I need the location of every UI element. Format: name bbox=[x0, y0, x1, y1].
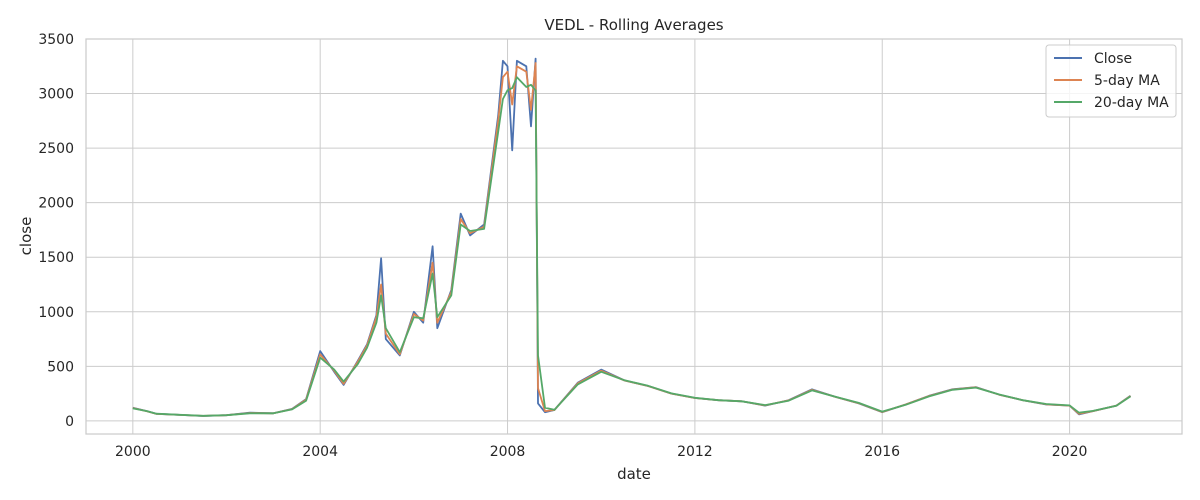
x-tick-label: 2000 bbox=[115, 444, 151, 460]
20-day-ma-series-line bbox=[132, 76, 1131, 417]
chart-title: VEDL - Rolling Averages bbox=[544, 16, 723, 34]
x-tick-labels: 2000 2004 2008 2012 2016 2020 bbox=[115, 444, 1087, 460]
x-tick-label: 2008 bbox=[490, 444, 526, 460]
y-tick-label: 2000 bbox=[38, 196, 74, 212]
x-tick-label: 2020 bbox=[1052, 444, 1088, 460]
legend-label-20-day-ma: 20-day MA bbox=[1094, 95, 1169, 111]
y-tick-labels: 0 500 1000 1500 2000 2500 3000 3500 bbox=[38, 32, 74, 430]
grid-lines bbox=[86, 38, 1182, 434]
legend-box bbox=[1045, 44, 1177, 118]
legend-label-close: Close bbox=[1094, 51, 1132, 67]
x-axis-label: date bbox=[617, 465, 651, 483]
y-tick-label: 2500 bbox=[38, 141, 74, 157]
series-lines bbox=[132, 57, 1132, 417]
y-tick-label: 1500 bbox=[38, 250, 74, 266]
y-tick-label: 0 bbox=[65, 414, 74, 430]
legend-label-5-day-ma: 5-day MA bbox=[1094, 73, 1160, 89]
y-axis-label: close bbox=[17, 217, 35, 256]
x-tick-label: 2004 bbox=[302, 444, 338, 460]
y-tick-label: 3000 bbox=[38, 87, 74, 103]
x-tick-label: 2016 bbox=[864, 444, 900, 460]
y-tick-label: 1000 bbox=[38, 305, 74, 321]
y-tick-label: 500 bbox=[47, 359, 74, 375]
plot-frame bbox=[85, 38, 1183, 435]
y-tick-label: 3500 bbox=[38, 32, 74, 48]
legend: Close 5-day MA 20-day MA bbox=[1045, 44, 1177, 118]
x-tick-label: 2012 bbox=[677, 444, 713, 460]
